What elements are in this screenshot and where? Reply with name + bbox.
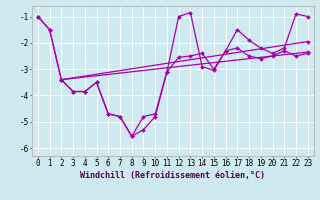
X-axis label: Windchill (Refroidissement éolien,°C): Windchill (Refroidissement éolien,°C): [80, 171, 265, 180]
